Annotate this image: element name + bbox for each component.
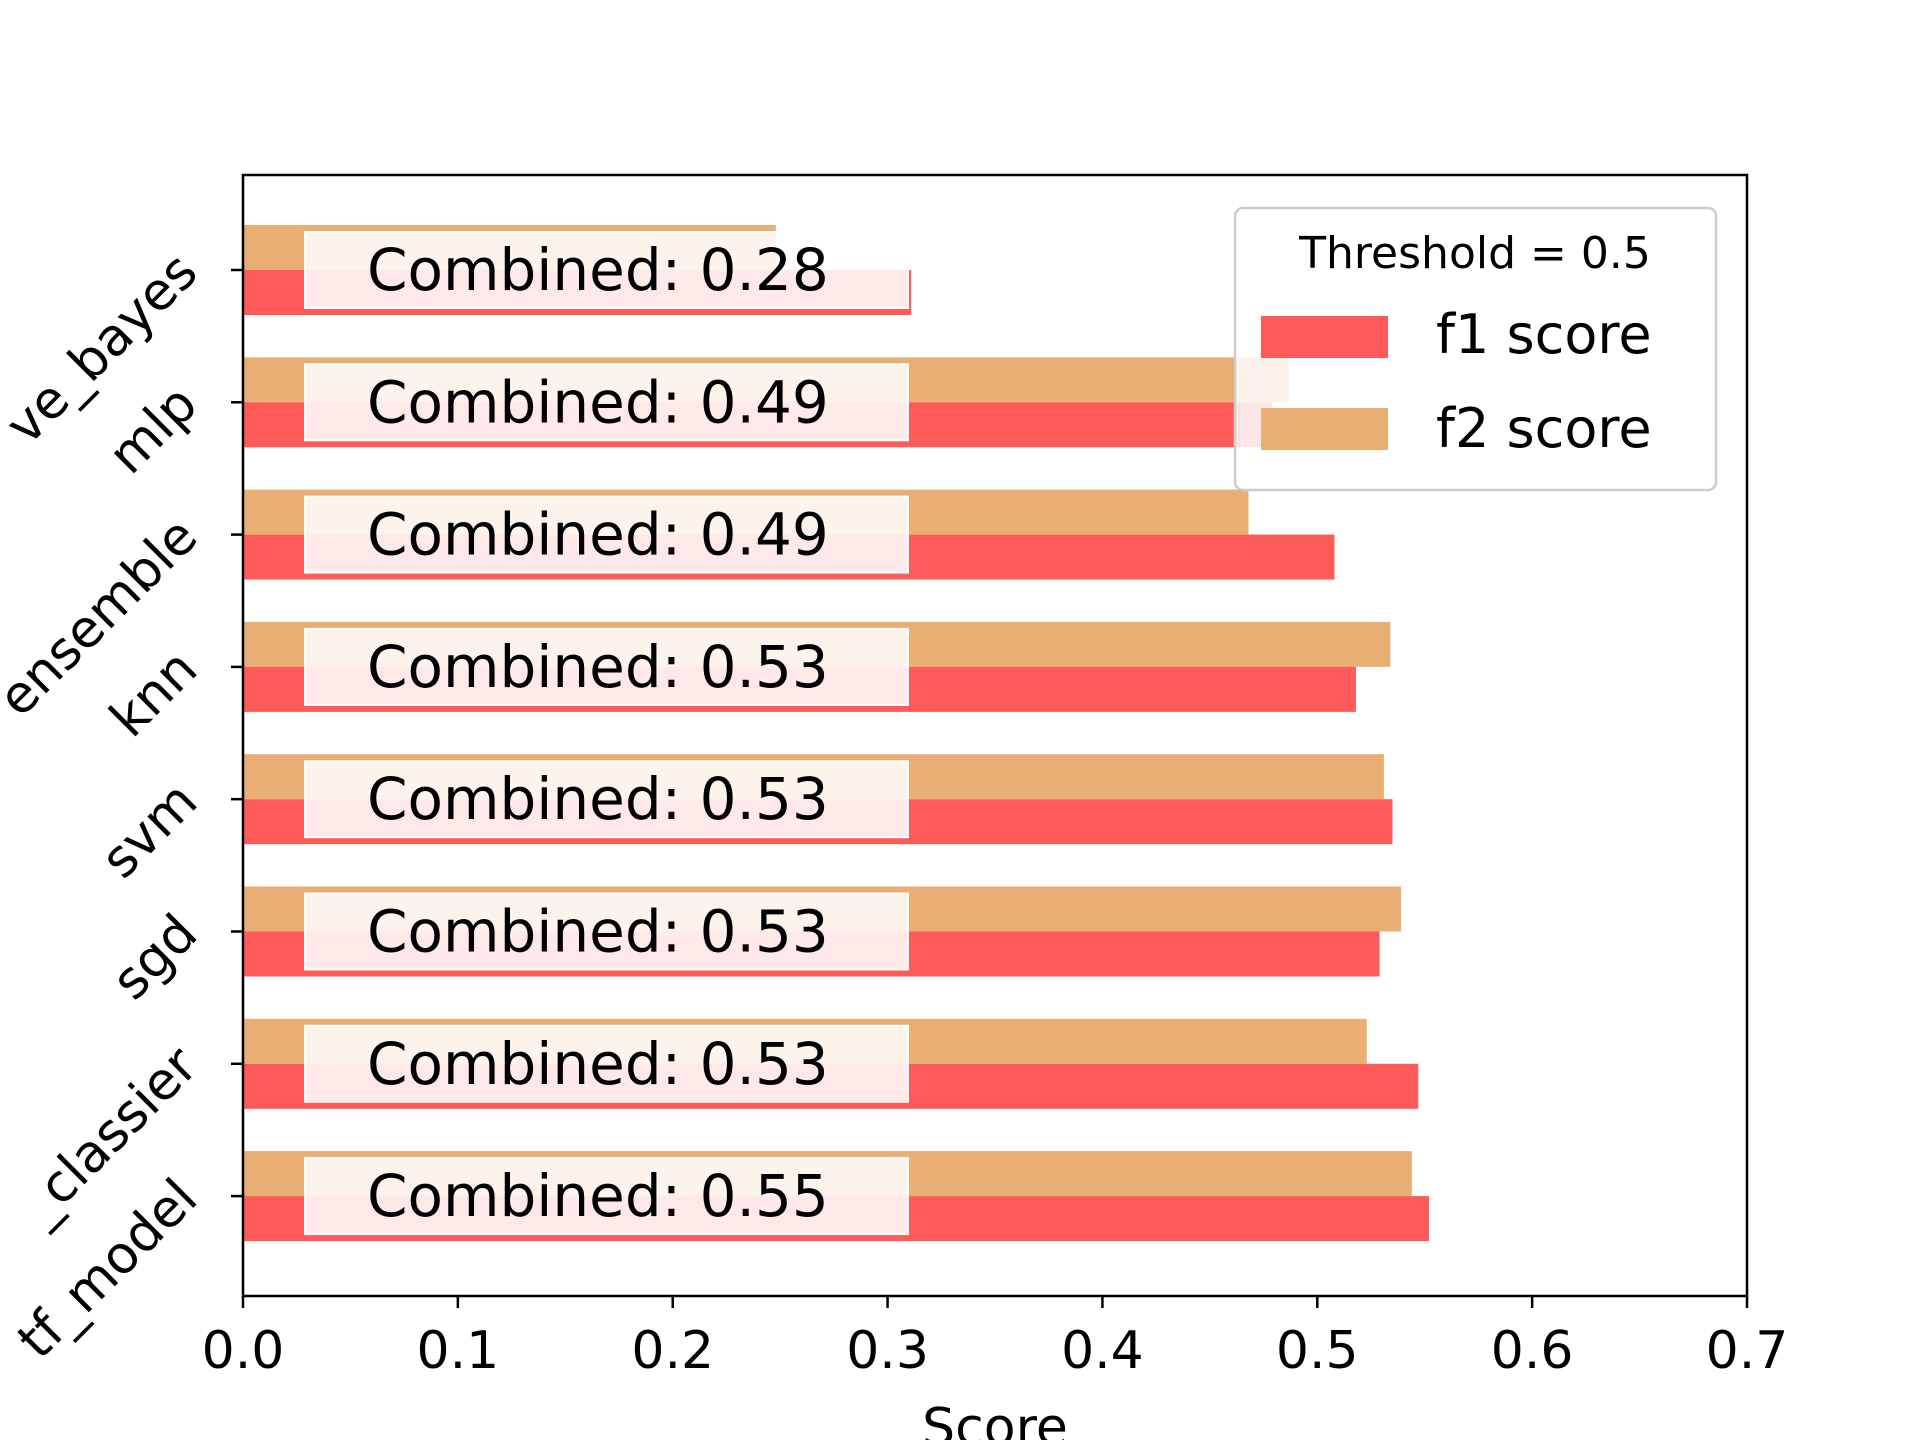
- annotation-box-naive_bayes: [304, 231, 909, 309]
- annotations-layer: Combined: 0.28 Combined: 0.49 Combined: 0.…: [304, 231, 909, 1236]
- legend-swatch-f1: [1261, 316, 1388, 358]
- x-tick-label: 0.3: [846, 1321, 929, 1381]
- annotation-box-ensemble: [304, 495, 909, 574]
- legend-swatch-f2: [1261, 408, 1388, 450]
- annotation-box-knn: [304, 627, 909, 706]
- annotation-text-tf_classier: Combined: 0.53: [367, 1030, 829, 1098]
- legend-label-f1: f1 score: [1436, 303, 1652, 366]
- plot-frame: [241, 173, 1749, 1298]
- x-tick-label: 0.4: [1061, 1321, 1144, 1381]
- legend-title: Threshold = 0.5: [1298, 228, 1651, 279]
- x-tick-label: 0.6: [1491, 1321, 1574, 1381]
- annotation-text-knn: Combined: 0.53: [367, 633, 829, 701]
- legend: Threshold = 0.5 f1 score f2 score: [1233, 206, 1718, 492]
- x-tick-label: 0.5: [1276, 1321, 1359, 1381]
- annotation-text-ensemble: Combined: 0.49: [367, 501, 829, 569]
- annotation-text-sgd: Combined: 0.53: [367, 898, 829, 966]
- x-tick-label: 0.2: [631, 1321, 714, 1381]
- annotation-box-tf_model: [304, 1157, 909, 1236]
- x-axis-label: Score: [922, 1398, 1068, 1440]
- annotation-box-sgd: [304, 892, 909, 971]
- annotation-text-naive_bayes: Combined: 0.28: [367, 236, 829, 304]
- annotation-text-mlp: Combined: 0.49: [367, 368, 829, 436]
- x-axis: 0.0 0.1 0.2 0.3 0.4 0.5 0.6 0.7: [202, 1296, 1789, 1381]
- legend-label-f2: f2 score: [1436, 397, 1652, 460]
- annotation-text-tf_model: Combined: 0.55: [367, 1162, 829, 1230]
- annotation-text-svm: Combined: 0.53: [367, 765, 829, 833]
- x-tick-label: 0.7: [1706, 1321, 1789, 1381]
- annotation-box-svm: [304, 760, 909, 839]
- annotation-box-tf_classier: [304, 1024, 909, 1103]
- x-tick-label: 0.1: [417, 1321, 500, 1381]
- x-tick-label: 0.0: [202, 1321, 285, 1381]
- annotation-box-mlp: [304, 363, 909, 442]
